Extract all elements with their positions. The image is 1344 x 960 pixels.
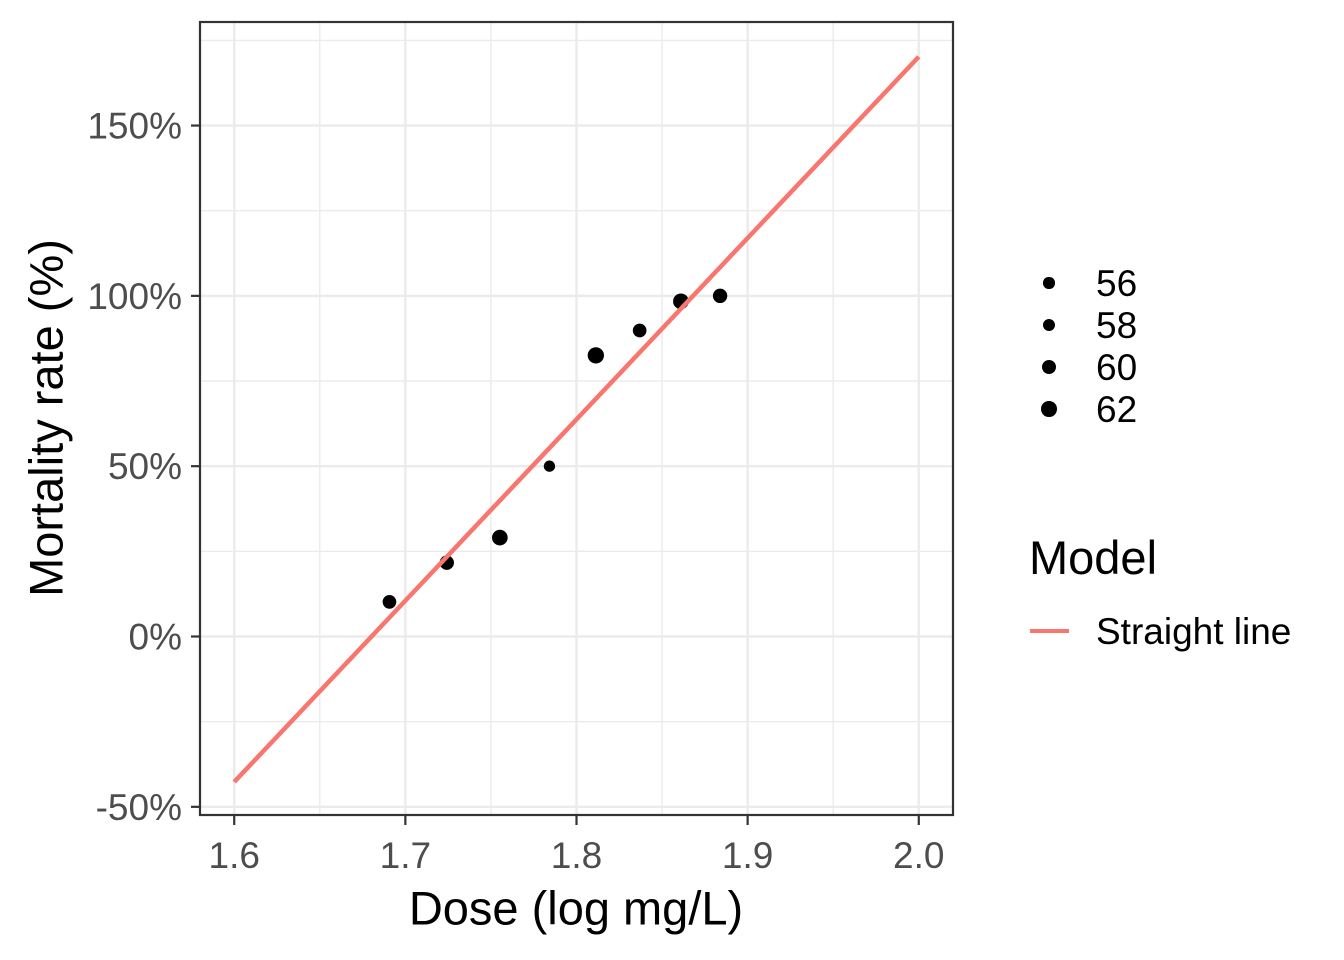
x-tick-label: 2.0 xyxy=(893,835,944,876)
size-legend-key xyxy=(1029,346,1069,388)
x-axis-title: Dose (log mg/L) xyxy=(408,881,744,935)
data-point xyxy=(382,595,397,609)
size-legend-item: 58 xyxy=(1029,304,1137,346)
y-tick-label: 100% xyxy=(87,276,182,317)
data-point xyxy=(491,529,508,546)
size-legend-item: 60 xyxy=(1029,346,1137,388)
x-tick-label: 1.6 xyxy=(209,835,260,876)
model-legend-item: Straight line xyxy=(1029,610,1291,652)
size-legend-item: 56 xyxy=(1029,262,1137,304)
size-legend-key xyxy=(1029,304,1069,346)
data-point xyxy=(712,288,728,304)
y-tick-label: 50% xyxy=(108,446,182,487)
data-point xyxy=(543,460,556,472)
size-legend-label: 58 xyxy=(1096,304,1138,346)
x-tick-label: 1.9 xyxy=(722,835,773,876)
size-legend-label: 60 xyxy=(1096,346,1138,388)
size-legend-item: 62 xyxy=(1029,388,1137,430)
model-legend-label: Straight line xyxy=(1096,610,1292,652)
data-point xyxy=(632,323,647,338)
legend-dot-icon xyxy=(1041,401,1057,417)
y-axis-title: Mortality rate (%) xyxy=(19,239,73,597)
y-tick-label: 0% xyxy=(129,617,182,658)
plot-panel-border xyxy=(198,20,955,817)
y-tick-label: -50% xyxy=(96,787,182,828)
legend-dot-icon xyxy=(1043,277,1055,289)
size-legend-key xyxy=(1029,262,1069,304)
data-point xyxy=(587,347,604,364)
size-legend: 56 58 60 62 xyxy=(1029,262,1137,430)
y-tick-label: 150% xyxy=(87,106,182,147)
size-legend-label: 62 xyxy=(1096,388,1138,430)
legend-dot-icon xyxy=(1042,318,1056,332)
model-legend-key xyxy=(1029,610,1069,652)
legend-dot-icon xyxy=(1041,359,1057,375)
size-legend-label: 56 xyxy=(1096,262,1138,304)
size-legend-key xyxy=(1029,388,1069,430)
x-tick-label: 1.8 xyxy=(551,835,602,876)
legend-line-icon xyxy=(1029,628,1069,634)
model-legend: Model Straight line xyxy=(1029,532,1291,652)
fit-line xyxy=(232,55,921,784)
model-legend-title: Model xyxy=(1029,531,1158,584)
x-tick-label: 1.7 xyxy=(380,835,431,876)
